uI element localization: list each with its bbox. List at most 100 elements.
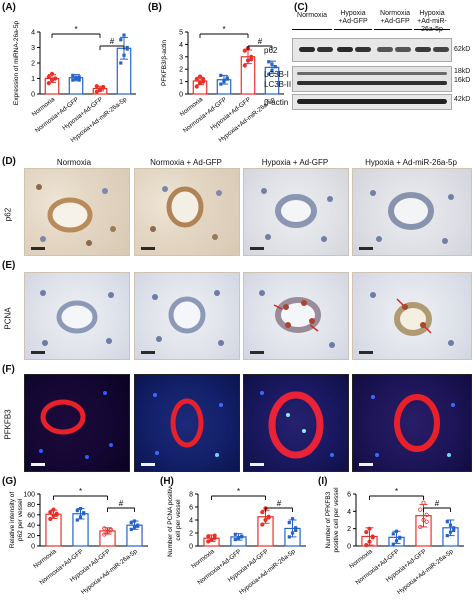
micrograph-p62-normoxia-gfp [134,168,240,256]
blot-col-separator [374,29,412,30]
data-point [394,539,399,543]
y-tick-label: 8 [189,492,193,499]
data-point [391,542,395,546]
y-axis-label-line: p62 per vessel [17,498,24,541]
y-tick-label: 6 [189,505,193,512]
micrograph-pcna-normoxia-gfp [134,272,240,360]
data-point [448,523,453,527]
blot-strip-p62 [292,38,452,62]
data-point [136,524,140,528]
data-point [125,47,129,51]
data-point [219,82,223,86]
data-point [367,539,372,544]
western-blot-panel: Normoxia Hypoxia +Ad-GFP Normoxia +Ad-GF… [264,10,474,110]
data-point [71,73,75,77]
data-point [370,534,375,539]
data-point [132,525,137,529]
data-point [119,61,123,65]
blot-col-normoxia: Normoxia [297,12,327,19]
data-point [249,57,254,62]
data-point [77,75,81,79]
sig-mark: * [74,25,77,34]
data-point [129,527,133,531]
scale-bar [141,463,155,466]
panel-label-c: (C) [294,2,308,13]
scale-bar [31,247,45,250]
data-point [102,526,107,531]
data-point [233,532,237,536]
data-point [398,536,402,540]
blot-col-separator [414,29,450,30]
chart-h-pcna-count: 0 2 4 6 8 Number of PCNA positivecell per ves… [167,486,306,596]
data-point [78,515,83,519]
y-tick-label: 5 [179,30,183,37]
data-point [194,84,199,89]
blot-band [377,47,393,52]
y-tick-label: 60 [27,512,35,519]
blot-band [415,47,431,52]
y-tick-label: 1 [31,76,35,83]
blot-row-lc3b-i: LC3B-I [264,70,289,79]
blot-col-separator [334,29,372,30]
chart-i-pfkfb3-count: 0 2 4 6 Number of PFKFB3positive cell per ve… [325,487,464,596]
data-point [424,519,429,524]
blot-band [355,47,371,52]
data-point [266,515,271,520]
data-point [51,507,56,512]
data-point [77,78,81,82]
scale-bar [250,463,264,466]
data-point [445,534,449,538]
blot-band [337,47,353,52]
category-label: Normoxia [190,548,216,570]
data-point [242,63,247,68]
panel-label-e: (E) [2,260,16,271]
data-point [71,78,75,82]
data-point [78,506,83,511]
data-point [206,534,211,539]
y-tick-label: 20 [27,533,35,540]
micro-row-label-p62: p62 [3,207,13,222]
micro-col-title-3: Hypoxia + Ad-GFP [261,158,329,167]
data-point [105,529,110,534]
data-point [108,527,113,532]
data-point [236,535,241,540]
data-point [294,526,298,530]
data-point [46,74,51,80]
data-point [225,77,229,81]
panel-label-i: (I) [318,476,328,487]
blot-row-lc3b-ii: LC3B-II [264,80,292,89]
y-tick-label: 4 [31,30,35,37]
micrograph-pfkfb3-normoxia-gfp [134,374,240,472]
data-point [201,77,206,82]
y-tick-label: 4 [347,509,351,516]
data-point [287,521,291,525]
panel-label-g: (G) [2,476,17,487]
panel-label-a: (A) [2,2,16,13]
micrograph-pfkfb3-hypoxia-mir [352,374,472,472]
data-point [94,89,99,94]
data-point [102,532,107,537]
sig-mark: # [110,37,115,46]
micrograph-p62-hypoxia-gfp [243,168,349,256]
sig-mark: * [237,487,240,496]
blot-band [317,47,333,52]
data-point [129,521,133,525]
y-tick-label: 100 [23,492,35,499]
data-point [122,33,126,37]
data-point [421,517,426,523]
panel-label-h: (H) [160,476,174,487]
category-label: Normoxia [348,548,374,570]
blot-band-actin [297,99,447,104]
y-tick-label: 0 [189,544,193,551]
data-point [418,507,423,512]
data-point [452,528,456,532]
data-point [49,71,55,76]
data-point [122,53,126,57]
sig-mark: * [395,487,398,496]
micro-row-label-pfkfb3: PFKFB3 [3,409,13,440]
data-point [82,511,86,515]
blot-band [395,47,411,52]
data-point [270,62,274,66]
